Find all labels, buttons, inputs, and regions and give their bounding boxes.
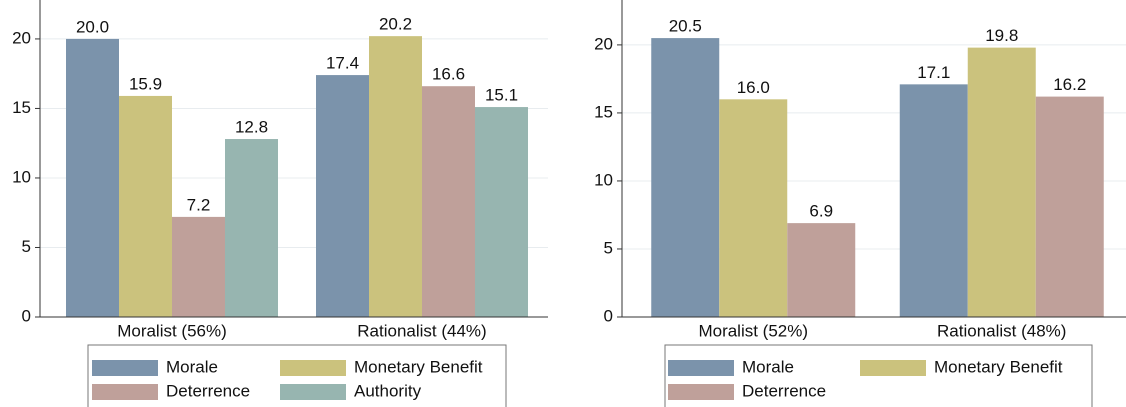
- legend-swatch: [860, 360, 926, 376]
- x-tick-label: Rationalist (48%): [937, 321, 1066, 340]
- legend-swatch: [92, 360, 158, 376]
- value-label: 15.9: [129, 74, 162, 93]
- value-label: 16.6: [432, 65, 465, 84]
- value-label: 19.8: [985, 26, 1018, 45]
- value-label: 16.0: [737, 78, 770, 97]
- y-tick-label: 10: [594, 170, 613, 189]
- legend-swatch: [668, 360, 734, 376]
- legend-label: Deterrence: [742, 381, 826, 400]
- bar: [787, 223, 856, 317]
- legend-label: Morale: [166, 357, 218, 376]
- value-label: 15.1: [485, 86, 518, 105]
- y-tick-label: 20: [594, 34, 613, 53]
- legend-label: Monetary Benefit: [934, 357, 1063, 376]
- value-label: 17.4: [326, 54, 359, 73]
- bar: [475, 107, 528, 318]
- y-tick-label: 5: [604, 238, 613, 257]
- legend-box: [664, 344, 1093, 407]
- value-label: 12.8: [235, 118, 268, 137]
- y-tick-label: 15: [12, 98, 31, 117]
- bar: [651, 38, 720, 317]
- x-tick-label: Moralist (56%): [117, 321, 227, 340]
- bar: [66, 38, 119, 318]
- y-tick-label: 0: [22, 306, 31, 325]
- x-tick-label: Rationalist (44%): [357, 321, 486, 340]
- bar: [1035, 96, 1104, 318]
- value-label: 20.2: [379, 15, 412, 34]
- y-tick-label: 10: [12, 167, 31, 186]
- value-label: 16.2: [1053, 75, 1086, 94]
- bar: [422, 86, 475, 317]
- legend-label: Morale: [742, 357, 794, 376]
- legend-box: [87, 344, 507, 407]
- value-label: 20.5: [669, 17, 702, 36]
- bar: [225, 139, 278, 317]
- value-label: 6.9: [809, 202, 833, 221]
- x-tick-label: Moralist (52%): [698, 321, 808, 340]
- bar: [316, 75, 369, 317]
- bar: [719, 99, 788, 317]
- legend-swatch: [280, 384, 346, 400]
- y-tick-label: 20: [12, 28, 31, 47]
- y-tick-label: 5: [22, 237, 31, 256]
- value-label: 20.0: [76, 17, 109, 36]
- bar: [119, 95, 172, 318]
- y-tick-label: 15: [594, 102, 613, 121]
- legend-label: Deterrence: [166, 381, 250, 400]
- legend-label: Authority: [354, 381, 422, 400]
- value-label: 17.1: [917, 63, 950, 82]
- legend-swatch: [668, 384, 734, 400]
- bar: [899, 84, 968, 317]
- legend-swatch: [280, 360, 346, 376]
- bar: [369, 36, 422, 318]
- bar: [172, 216, 225, 317]
- bar: [967, 47, 1036, 317]
- value-label: 7.2: [187, 195, 211, 214]
- legend-label: Monetary Benefit: [354, 357, 483, 376]
- legend-swatch: [92, 384, 158, 400]
- y-tick-label: 0: [604, 306, 613, 325]
